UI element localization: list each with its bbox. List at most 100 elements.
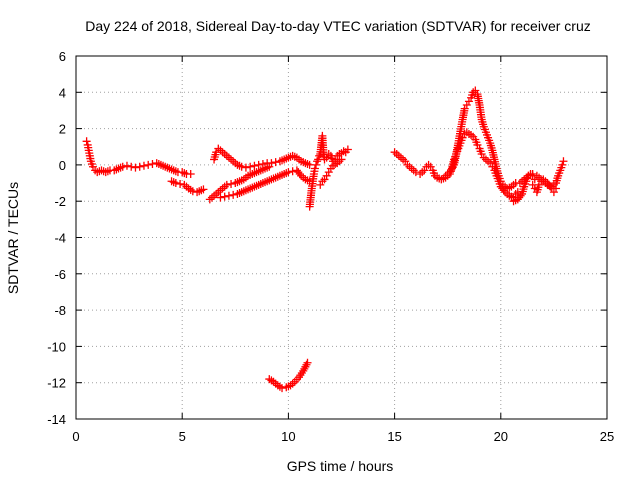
grid — [76, 56, 607, 419]
data-point — [250, 161, 259, 170]
data-point — [224, 191, 233, 200]
data-point — [288, 167, 297, 176]
data-point — [258, 159, 267, 168]
x-tick-label: 0 — [72, 429, 79, 444]
axis-ticks — [75, 55, 608, 420]
data-point — [313, 157, 322, 166]
data-point — [301, 159, 310, 168]
data-point — [396, 153, 405, 162]
y-tick-label: -14 — [47, 412, 66, 427]
data-point — [227, 155, 236, 164]
data-point — [516, 191, 525, 200]
x-tick-label: 25 — [600, 429, 614, 444]
x-tick-label: 15 — [387, 429, 401, 444]
data-point — [216, 193, 225, 202]
data-point — [97, 166, 106, 175]
y-tick-label: -6 — [54, 267, 66, 282]
data-point — [199, 185, 208, 194]
data-point — [118, 162, 127, 171]
y-tick-label: -10 — [47, 339, 66, 354]
data-point — [424, 160, 433, 169]
data-point — [218, 148, 227, 157]
data-point — [178, 168, 187, 177]
data-point — [303, 358, 312, 367]
x-tick-label: 5 — [179, 429, 186, 444]
data-point — [549, 188, 558, 197]
data-point — [180, 169, 189, 178]
data-point — [241, 163, 250, 172]
data-point — [246, 162, 255, 171]
data-point — [167, 177, 176, 186]
data-point — [399, 155, 408, 164]
data-point — [267, 159, 276, 168]
data-point — [82, 137, 91, 146]
data-point — [195, 187, 204, 196]
plot-frame — [75, 55, 608, 420]
data-point — [176, 179, 185, 188]
y-tick-label: -12 — [47, 376, 66, 391]
data-point — [235, 177, 244, 186]
data-point — [301, 362, 310, 371]
data-point — [131, 163, 140, 172]
data-point — [233, 160, 242, 169]
y-tick-label: 2 — [59, 122, 66, 137]
data-point — [532, 171, 541, 180]
data-point — [541, 177, 550, 186]
data-point — [180, 180, 189, 189]
data-point — [509, 197, 518, 206]
data-point — [220, 150, 229, 159]
data-point — [481, 155, 490, 164]
data-point — [169, 178, 178, 187]
data-point — [237, 162, 246, 171]
data-point — [316, 180, 325, 189]
x-axis-label: GPS time / hours — [287, 458, 394, 474]
data-point — [171, 179, 180, 188]
data-point — [392, 150, 401, 159]
data-point — [224, 153, 233, 162]
data-point — [295, 169, 304, 178]
data-point — [437, 175, 446, 184]
data-point — [320, 175, 329, 184]
data-point — [505, 191, 514, 200]
data-point — [503, 184, 512, 193]
data-point — [114, 164, 123, 173]
data-point — [559, 157, 568, 166]
data-point — [216, 186, 225, 195]
x-tick-label: 10 — [281, 429, 295, 444]
data-point — [539, 175, 548, 184]
data-point — [205, 195, 214, 204]
data-point — [318, 177, 327, 186]
data-point — [420, 166, 429, 175]
data-point — [416, 169, 425, 178]
data-point — [394, 151, 403, 160]
data-point — [229, 190, 238, 199]
data-point — [135, 162, 144, 171]
data-point — [278, 384, 287, 393]
data-point — [207, 193, 216, 202]
data-point — [139, 161, 148, 170]
data-point — [507, 182, 516, 191]
data-point — [218, 184, 227, 193]
data-point — [214, 188, 223, 197]
y-tick-label: -8 — [54, 303, 66, 318]
data-point — [535, 173, 544, 182]
data-point — [284, 168, 293, 177]
x-tick-labels: 0 5 10 15 20 25 — [72, 429, 614, 444]
y-tick-labels: 6 4 2 0 -2 -4 -6 -8 -10 -12 -14 — [47, 49, 66, 427]
data-point — [229, 157, 238, 166]
data-point — [322, 171, 331, 180]
data-point — [484, 157, 493, 166]
data-point — [315, 151, 324, 160]
data-point — [405, 162, 414, 171]
data-point — [418, 168, 427, 177]
data-point — [271, 158, 280, 167]
y-tick-label: -4 — [54, 231, 66, 246]
data-point — [220, 192, 229, 201]
data-point — [390, 148, 399, 157]
data-point — [282, 383, 291, 392]
data-point — [312, 160, 321, 169]
data-point — [144, 160, 153, 169]
x-tick-label: 20 — [494, 429, 508, 444]
data-point — [301, 175, 310, 184]
data-point — [101, 168, 110, 177]
